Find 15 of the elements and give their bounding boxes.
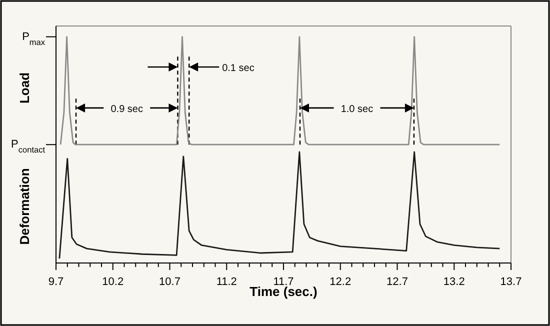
x-tick-label: 11.2: [216, 276, 237, 288]
x-tick-label: 10.2: [102, 276, 124, 288]
ref-line-label: P$_{max}$: [22, 30, 46, 46]
annotation: 1.0 sec: [340, 104, 374, 115]
y-axis-title: Load: [17, 72, 32, 104]
annotation: 0.1 sec: [222, 62, 254, 74]
x-tick-label: 12.7: [386, 276, 408, 288]
x-tick-label: 9.7: [48, 276, 64, 288]
x-tick-label: 10.7: [159, 276, 180, 288]
y-axis-title: Deformation: [17, 168, 32, 245]
x-tick-label: 13.2: [443, 276, 465, 288]
annotation: 0.9 sec: [110, 104, 143, 115]
ref-line-label: P$_{contact}$: [11, 138, 46, 154]
x-tick-label: 12.2: [330, 276, 352, 288]
x-tick-label: 13.7: [500, 276, 522, 288]
